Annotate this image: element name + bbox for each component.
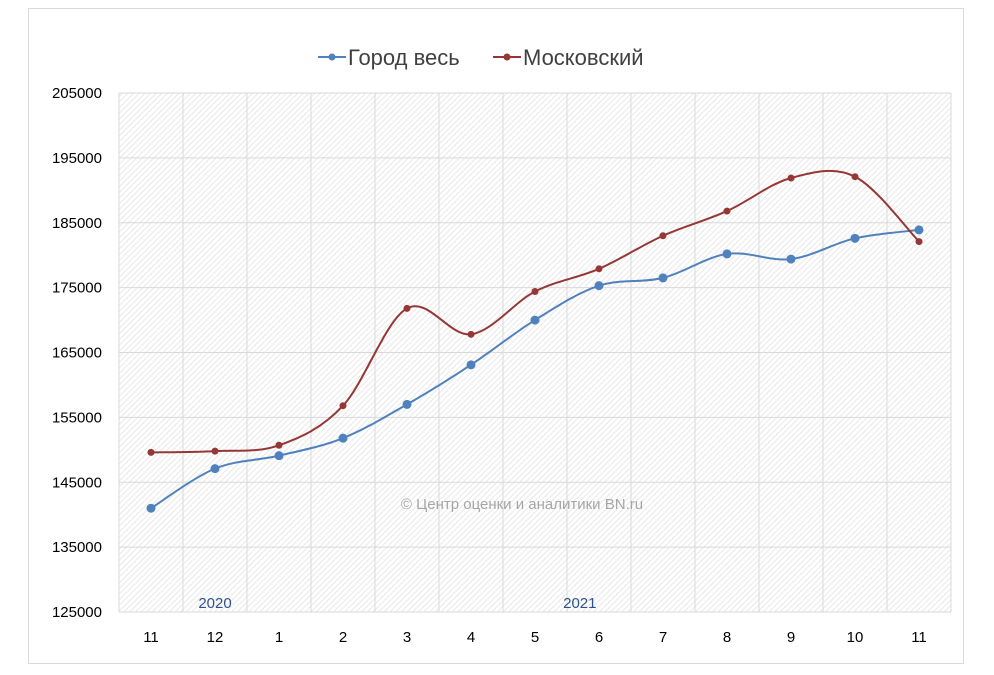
data-point [210, 464, 220, 474]
data-point [403, 304, 411, 312]
data-point [723, 207, 731, 215]
y-axis: 125000 135000 145000 155000 165000 175000 1850… [52, 85, 102, 621]
data-point [275, 441, 283, 449]
y-tick-label: 145000 [52, 474, 102, 491]
y-tick-label: 205000 [52, 85, 102, 102]
data-point [211, 447, 219, 455]
legend-marker [328, 53, 336, 61]
legend-marker [503, 53, 511, 61]
data-point [147, 448, 155, 456]
data-point [146, 503, 156, 513]
x-tick-label: 5 [531, 629, 539, 646]
data-point [915, 238, 923, 246]
data-point [914, 225, 924, 235]
data-point [722, 249, 732, 259]
series-moskovsky [147, 169, 923, 456]
y-tick-label: 135000 [52, 539, 102, 556]
legend: Город весь Московский [318, 45, 644, 70]
year-label: 2020 [198, 595, 231, 612]
legend-item: Московский [493, 45, 644, 70]
y-tick-label: 125000 [52, 604, 102, 621]
y-tick-label: 175000 [52, 280, 102, 297]
data-point [402, 399, 412, 409]
x-tick-label: 11 [911, 629, 927, 646]
data-point [338, 433, 348, 443]
y-tick-label: 155000 [52, 409, 102, 426]
data-point [466, 360, 476, 370]
data-point [531, 288, 539, 296]
data-point [851, 173, 859, 181]
y-tick-label: 165000 [52, 345, 102, 362]
legend-item: Город весь [318, 45, 460, 70]
data-point [339, 402, 347, 410]
data-point [467, 330, 475, 338]
year-labels: 2020 2021 [198, 595, 596, 612]
x-tick-label: 4 [467, 629, 475, 646]
x-tick-label: 9 [787, 629, 795, 646]
data-point [786, 254, 796, 264]
legend-label: Город весь [348, 45, 460, 70]
x-tick-label: 12 [207, 629, 224, 646]
data-point [787, 174, 795, 182]
x-tick-label: 1 [275, 629, 283, 646]
x-tick-label: 2 [339, 629, 347, 646]
y-tick-label: 195000 [52, 150, 102, 167]
year-label: 2021 [563, 595, 596, 612]
gridlines [118, 92, 952, 613]
x-tick-label: 6 [595, 629, 603, 646]
x-axis: 11 12 1 2 3 4 5 6 7 8 9 10 11 [143, 629, 927, 646]
y-tick-label: 185000 [52, 215, 102, 232]
data-point [850, 233, 860, 243]
x-tick-label: 11 [143, 629, 159, 646]
data-point [658, 273, 668, 283]
legend-label: Московский [523, 45, 644, 70]
data-point [594, 281, 604, 291]
watermark: © Центр оценки и аналитики BN.ru [401, 496, 643, 513]
data-point [530, 315, 540, 325]
x-tick-label: 10 [847, 629, 864, 646]
data-point [274, 451, 284, 461]
x-tick-label: 3 [403, 629, 411, 646]
data-point [595, 265, 603, 273]
data-point [659, 232, 667, 240]
x-tick-label: 7 [659, 629, 667, 646]
series-group [146, 169, 924, 513]
x-tick-label: 8 [723, 629, 731, 646]
series-city-total [146, 225, 924, 513]
